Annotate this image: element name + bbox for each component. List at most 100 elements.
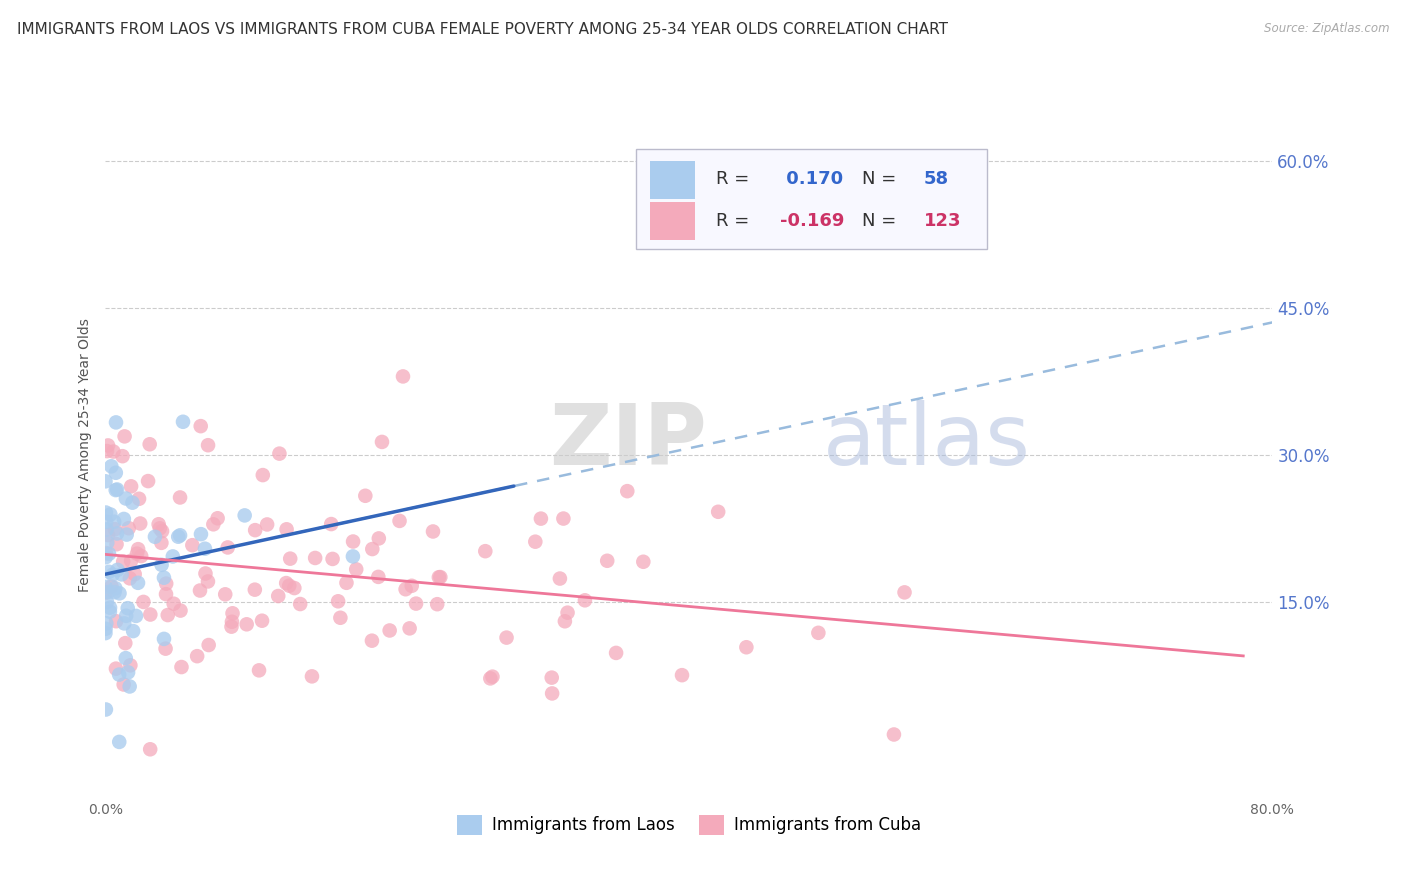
Point xyxy=(169,603,191,617)
Point xyxy=(101,567,124,582)
Point xyxy=(540,671,562,685)
Point xyxy=(149,521,172,535)
Point xyxy=(342,549,364,564)
Point xyxy=(153,571,176,585)
Point xyxy=(235,617,257,632)
Point xyxy=(97,438,120,452)
Point xyxy=(125,547,148,561)
Point xyxy=(194,541,217,556)
Point xyxy=(190,527,212,541)
Text: Source: ZipAtlas.com: Source: ZipAtlas.com xyxy=(1264,22,1389,36)
Point xyxy=(118,571,141,585)
Point xyxy=(104,483,127,497)
Point xyxy=(398,621,420,635)
Point xyxy=(541,686,564,700)
Point xyxy=(548,572,571,586)
Point xyxy=(388,514,411,528)
Point xyxy=(276,576,298,591)
Point xyxy=(557,606,579,620)
Point xyxy=(118,521,141,535)
Point xyxy=(115,491,138,506)
Point xyxy=(104,466,127,480)
Point xyxy=(105,614,128,628)
Text: N =: N = xyxy=(862,212,901,230)
Point xyxy=(153,632,176,646)
Point xyxy=(197,574,219,589)
Point xyxy=(574,593,596,607)
Point xyxy=(290,597,312,611)
Point xyxy=(103,585,125,599)
Point xyxy=(221,607,243,621)
Point xyxy=(474,544,496,558)
Point xyxy=(156,608,179,623)
Point xyxy=(524,534,547,549)
Point xyxy=(214,587,236,601)
Point xyxy=(155,641,177,656)
Point xyxy=(107,563,129,577)
Point xyxy=(127,575,149,590)
Point xyxy=(735,640,758,655)
Point xyxy=(150,558,173,572)
Point xyxy=(97,528,120,542)
Point xyxy=(207,511,229,525)
Legend: Immigrants from Laos, Immigrants from Cuba: Immigrants from Laos, Immigrants from Cu… xyxy=(450,808,928,841)
Point xyxy=(115,608,138,623)
Point xyxy=(112,616,135,631)
Point xyxy=(114,429,136,443)
Text: 58: 58 xyxy=(924,169,949,188)
Point xyxy=(98,605,121,619)
Point xyxy=(120,479,142,493)
Point xyxy=(807,625,830,640)
Point xyxy=(172,415,194,429)
Point xyxy=(139,607,162,622)
Point xyxy=(105,483,128,497)
Text: R =: R = xyxy=(716,169,755,188)
Point xyxy=(111,567,134,582)
Point xyxy=(94,475,117,489)
Point xyxy=(247,664,270,678)
FancyBboxPatch shape xyxy=(637,149,987,249)
Point xyxy=(394,582,416,597)
Point xyxy=(243,582,266,597)
Point xyxy=(96,444,118,458)
Point xyxy=(118,680,141,694)
Point xyxy=(100,508,122,522)
Point xyxy=(405,597,427,611)
Point xyxy=(427,570,450,584)
Point xyxy=(98,547,121,561)
Y-axis label: Female Poverty Among 25-34 Year Olds: Female Poverty Among 25-34 Year Olds xyxy=(77,318,91,592)
Point xyxy=(129,516,152,531)
Point xyxy=(103,444,125,458)
Point xyxy=(217,541,239,555)
Point xyxy=(707,505,730,519)
Text: -0.169: -0.169 xyxy=(780,212,845,230)
Point xyxy=(233,508,256,523)
Point xyxy=(94,580,117,594)
Point xyxy=(94,506,117,520)
Point xyxy=(112,555,135,569)
Point xyxy=(96,616,118,631)
Point xyxy=(169,528,191,542)
Point xyxy=(893,585,915,599)
Text: IMMIGRANTS FROM LAOS VS IMMIGRANTS FROM CUBA FEMALE POVERTY AMONG 25-34 YEAR OLD: IMMIGRANTS FROM LAOS VS IMMIGRANTS FROM … xyxy=(17,22,948,37)
Point xyxy=(361,633,384,648)
Point xyxy=(335,575,357,590)
Point xyxy=(186,649,208,664)
Point xyxy=(114,651,136,665)
Point xyxy=(633,555,655,569)
Point xyxy=(155,576,177,591)
Point xyxy=(105,416,128,430)
Point xyxy=(426,597,449,611)
Point xyxy=(136,474,159,488)
Point xyxy=(163,597,186,611)
Point xyxy=(479,672,502,686)
Point xyxy=(150,536,173,550)
Point xyxy=(495,631,517,645)
Point xyxy=(94,702,117,716)
Point xyxy=(120,554,142,568)
Point xyxy=(392,369,415,384)
Point xyxy=(128,491,150,506)
Point xyxy=(96,535,118,549)
Point xyxy=(344,562,367,576)
Point xyxy=(329,611,352,625)
